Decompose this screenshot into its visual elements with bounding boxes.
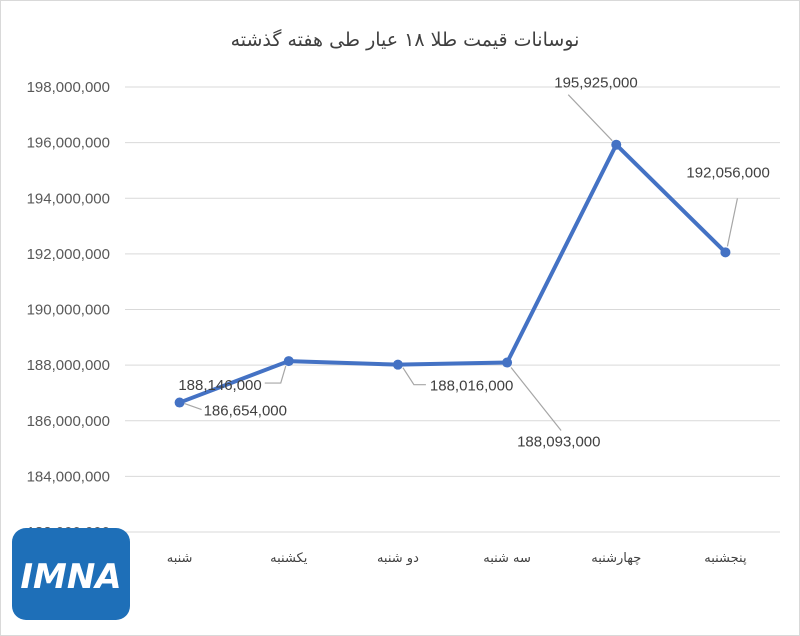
data-point	[174, 397, 185, 408]
data-label: 188,093,000	[517, 434, 600, 451]
y-tick-label: 194,000,000	[27, 190, 110, 207]
y-axis-ticks: 198,000,000 196,000,000 194,000,000 192,000…	[27, 79, 110, 541]
data-labels: 186,654,000 188,146,000 188,016,000 188,093…	[178, 75, 770, 451]
y-tick-label: 186,000,000	[27, 413, 110, 430]
y-tick-label: 198,000,000	[27, 79, 110, 96]
data-label: 192,056,000	[686, 164, 769, 181]
leader-line	[567, 94, 613, 142]
series-polyline	[177, 142, 728, 405]
data-point	[392, 359, 403, 370]
y-tick-label: 190,000,000	[27, 302, 110, 319]
x-tick-label: شنبه	[167, 551, 193, 566]
x-tick-label: سه شنبه	[483, 551, 531, 566]
data-point	[283, 356, 294, 367]
logo-text: IMNA	[20, 557, 121, 597]
chart-title: نوسانات قیمت طلا ۱۸ عیار طی هفته گذشته	[231, 28, 580, 51]
leader-line	[184, 402, 202, 411]
data-point	[720, 247, 731, 258]
leader-line	[264, 365, 287, 384]
x-tick-label: پنجشنبه	[704, 551, 747, 566]
data-points	[174, 139, 731, 408]
data-label: 195,925,000	[554, 75, 637, 92]
y-tick-label: 196,000,000	[27, 135, 110, 152]
y-tick-label: 192,000,000	[27, 246, 110, 263]
x-axis-ticks: شنبه یکشنبه دو شنبه سه شنبه چهارشنبه پنجشنبه	[167, 551, 747, 566]
leader-line	[726, 198, 739, 247]
data-point	[502, 357, 513, 368]
leader-line	[402, 367, 426, 386]
x-tick-label: یکشنبه	[270, 551, 308, 566]
gridlines	[125, 86, 780, 533]
y-tick-label: 184,000,000	[27, 468, 110, 485]
data-label: 186,654,000	[204, 403, 287, 420]
data-label: 188,016,000	[430, 378, 513, 395]
series-line	[177, 142, 728, 405]
leader-line	[510, 367, 562, 431]
imna-logo: IMNA	[12, 528, 130, 620]
x-tick-label: چهارشنبه	[591, 551, 641, 566]
logo-background	[12, 528, 130, 620]
data-point	[611, 139, 622, 150]
data-label: 188,146,000	[178, 377, 261, 394]
y-tick-label: 188,000,000	[27, 357, 110, 374]
label-leader-lines	[184, 94, 739, 431]
x-tick-label: دو شنبه	[377, 551, 419, 566]
